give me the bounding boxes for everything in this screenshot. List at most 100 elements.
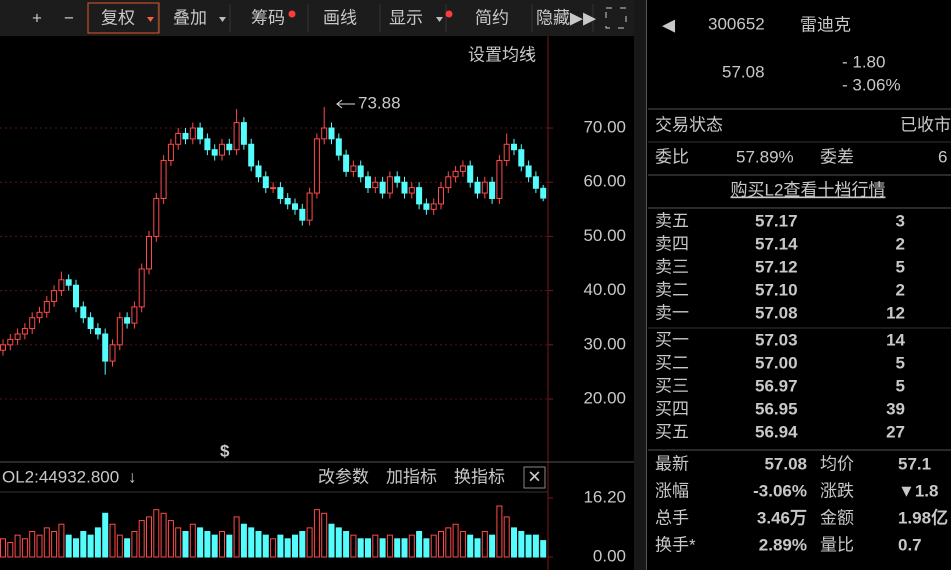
- stat-label: 换手*: [655, 535, 696, 554]
- indicator-button[interactable]: 换指标: [454, 467, 505, 486]
- stat-label: 金额: [820, 508, 854, 527]
- volume-bar: [350, 534, 357, 558]
- volume-bar: [357, 538, 364, 558]
- volume-bar: [58, 523, 65, 558]
- stat-value: 0.7: [898, 535, 922, 554]
- candle-body: [525, 165, 532, 178]
- status: 已收市: [900, 115, 951, 134]
- expand-button[interactable]: ▶▶: [570, 8, 597, 27]
- toolbar-button[interactable]: 隐藏: [536, 8, 570, 27]
- book-label: 买四: [655, 399, 689, 418]
- candle-body: [372, 181, 379, 189]
- signal-marker: $: [220, 441, 230, 460]
- toolbar-button[interactable]: 叠加: [173, 8, 207, 27]
- arrow-head: [336, 99, 343, 109]
- candle-body: [233, 122, 240, 151]
- candle-body: [255, 165, 262, 178]
- toolbar-button[interactable]: 画线: [323, 8, 357, 27]
- toolbar-button[interactable]: 简约: [475, 8, 509, 27]
- ratio-label: 委比: [655, 147, 689, 166]
- volume-bar: [240, 523, 247, 558]
- volume-bar: [211, 534, 218, 558]
- y-tick-label: 70.00: [583, 118, 626, 137]
- volume-bar: [416, 531, 423, 558]
- dropdown-arrow: [526, 53, 532, 57]
- indicator-button[interactable]: 加指标: [386, 467, 437, 486]
- y-tick-label: 60.00: [583, 172, 626, 191]
- toolbar-button[interactable]: +: [32, 8, 42, 27]
- diff: 6: [938, 147, 947, 166]
- stock-code: 300652: [708, 14, 765, 33]
- candle-body: [14, 333, 21, 340]
- volume-bar: [0, 538, 6, 558]
- candle-body: [226, 143, 233, 151]
- l2-link[interactable]: 购买L2查看十档行情: [731, 180, 886, 199]
- dropdown-arrow: [219, 17, 226, 22]
- candle-body: [299, 208, 306, 221]
- book-price: 57.03: [755, 330, 798, 349]
- book-price: 56.95: [755, 399, 798, 418]
- volume-bar: [233, 516, 240, 558]
- candle-body: [175, 132, 182, 145]
- candle-body: [445, 176, 452, 189]
- close-box[interactable]: [523, 466, 546, 489]
- volume-bar: [94, 527, 101, 558]
- volume-bar: [299, 531, 306, 558]
- indicator-button[interactable]: 改参数: [318, 467, 369, 486]
- volume-bar: [292, 534, 298, 558]
- candle-body: [306, 192, 313, 221]
- volume-bar: [328, 523, 335, 558]
- candle-body: [489, 181, 496, 199]
- candle-body: [503, 143, 510, 162]
- candle-body: [0, 344, 6, 351]
- volume-bar: [452, 523, 459, 558]
- max-label: 73.88: [358, 93, 401, 112]
- volume-bar: [43, 527, 50, 558]
- status-label: 交易状态: [655, 115, 723, 134]
- volume-bar: [481, 531, 488, 558]
- candle-body: [401, 181, 408, 194]
- candle-body: [496, 160, 503, 199]
- y-tick-label: 16.20: [583, 487, 626, 506]
- volume-bar: [518, 531, 525, 558]
- toolbar-button[interactable]: −: [64, 8, 74, 27]
- volume-bar: [467, 534, 474, 558]
- volume-bar: [175, 527, 182, 558]
- toolbar-button[interactable]: 复权: [101, 8, 135, 27]
- candle-body: [518, 149, 525, 167]
- volume-bar: [73, 538, 79, 558]
- book-label: 买三: [655, 376, 689, 395]
- candle-body: [452, 170, 459, 178]
- book-volume: 27: [886, 422, 905, 441]
- volume-bar: [503, 516, 510, 558]
- back-arrow[interactable]: ◀: [662, 15, 676, 34]
- toolbar-button[interactable]: 显示: [389, 8, 423, 27]
- stat-label: 总手: [655, 508, 689, 527]
- candle-body: [51, 290, 58, 302]
- book-label: 买五: [655, 422, 689, 441]
- volume-bar: [525, 534, 532, 558]
- volume-bar: [394, 538, 401, 558]
- candle-body: [160, 160, 167, 199]
- book-volume: 3: [896, 211, 905, 230]
- candle-body: [459, 165, 466, 172]
- candle-body: [357, 165, 364, 178]
- candle-body: [29, 317, 36, 330]
- candle-body: [211, 149, 218, 156]
- stat-label: 量比: [820, 535, 854, 554]
- book-volume: 14: [886, 330, 905, 349]
- volume-bar: [167, 520, 174, 558]
- volume-bar: [459, 531, 466, 558]
- book-volume: 12: [886, 303, 905, 322]
- book-price: 57.08: [755, 303, 798, 322]
- toolbar-button[interactable]: 筹码: [251, 8, 285, 27]
- candle-body: [335, 138, 342, 156]
- stat-value: 57.1: [898, 454, 931, 473]
- fullscreen-button[interactable]: [605, 7, 627, 29]
- candle-body: [109, 344, 116, 362]
- y-tick-label: 50.00: [583, 226, 626, 245]
- close-icon[interactable]: ✕: [527, 467, 541, 486]
- ma-setting[interactable]: 设置均线: [468, 45, 536, 64]
- book-price: 57.17: [755, 211, 798, 230]
